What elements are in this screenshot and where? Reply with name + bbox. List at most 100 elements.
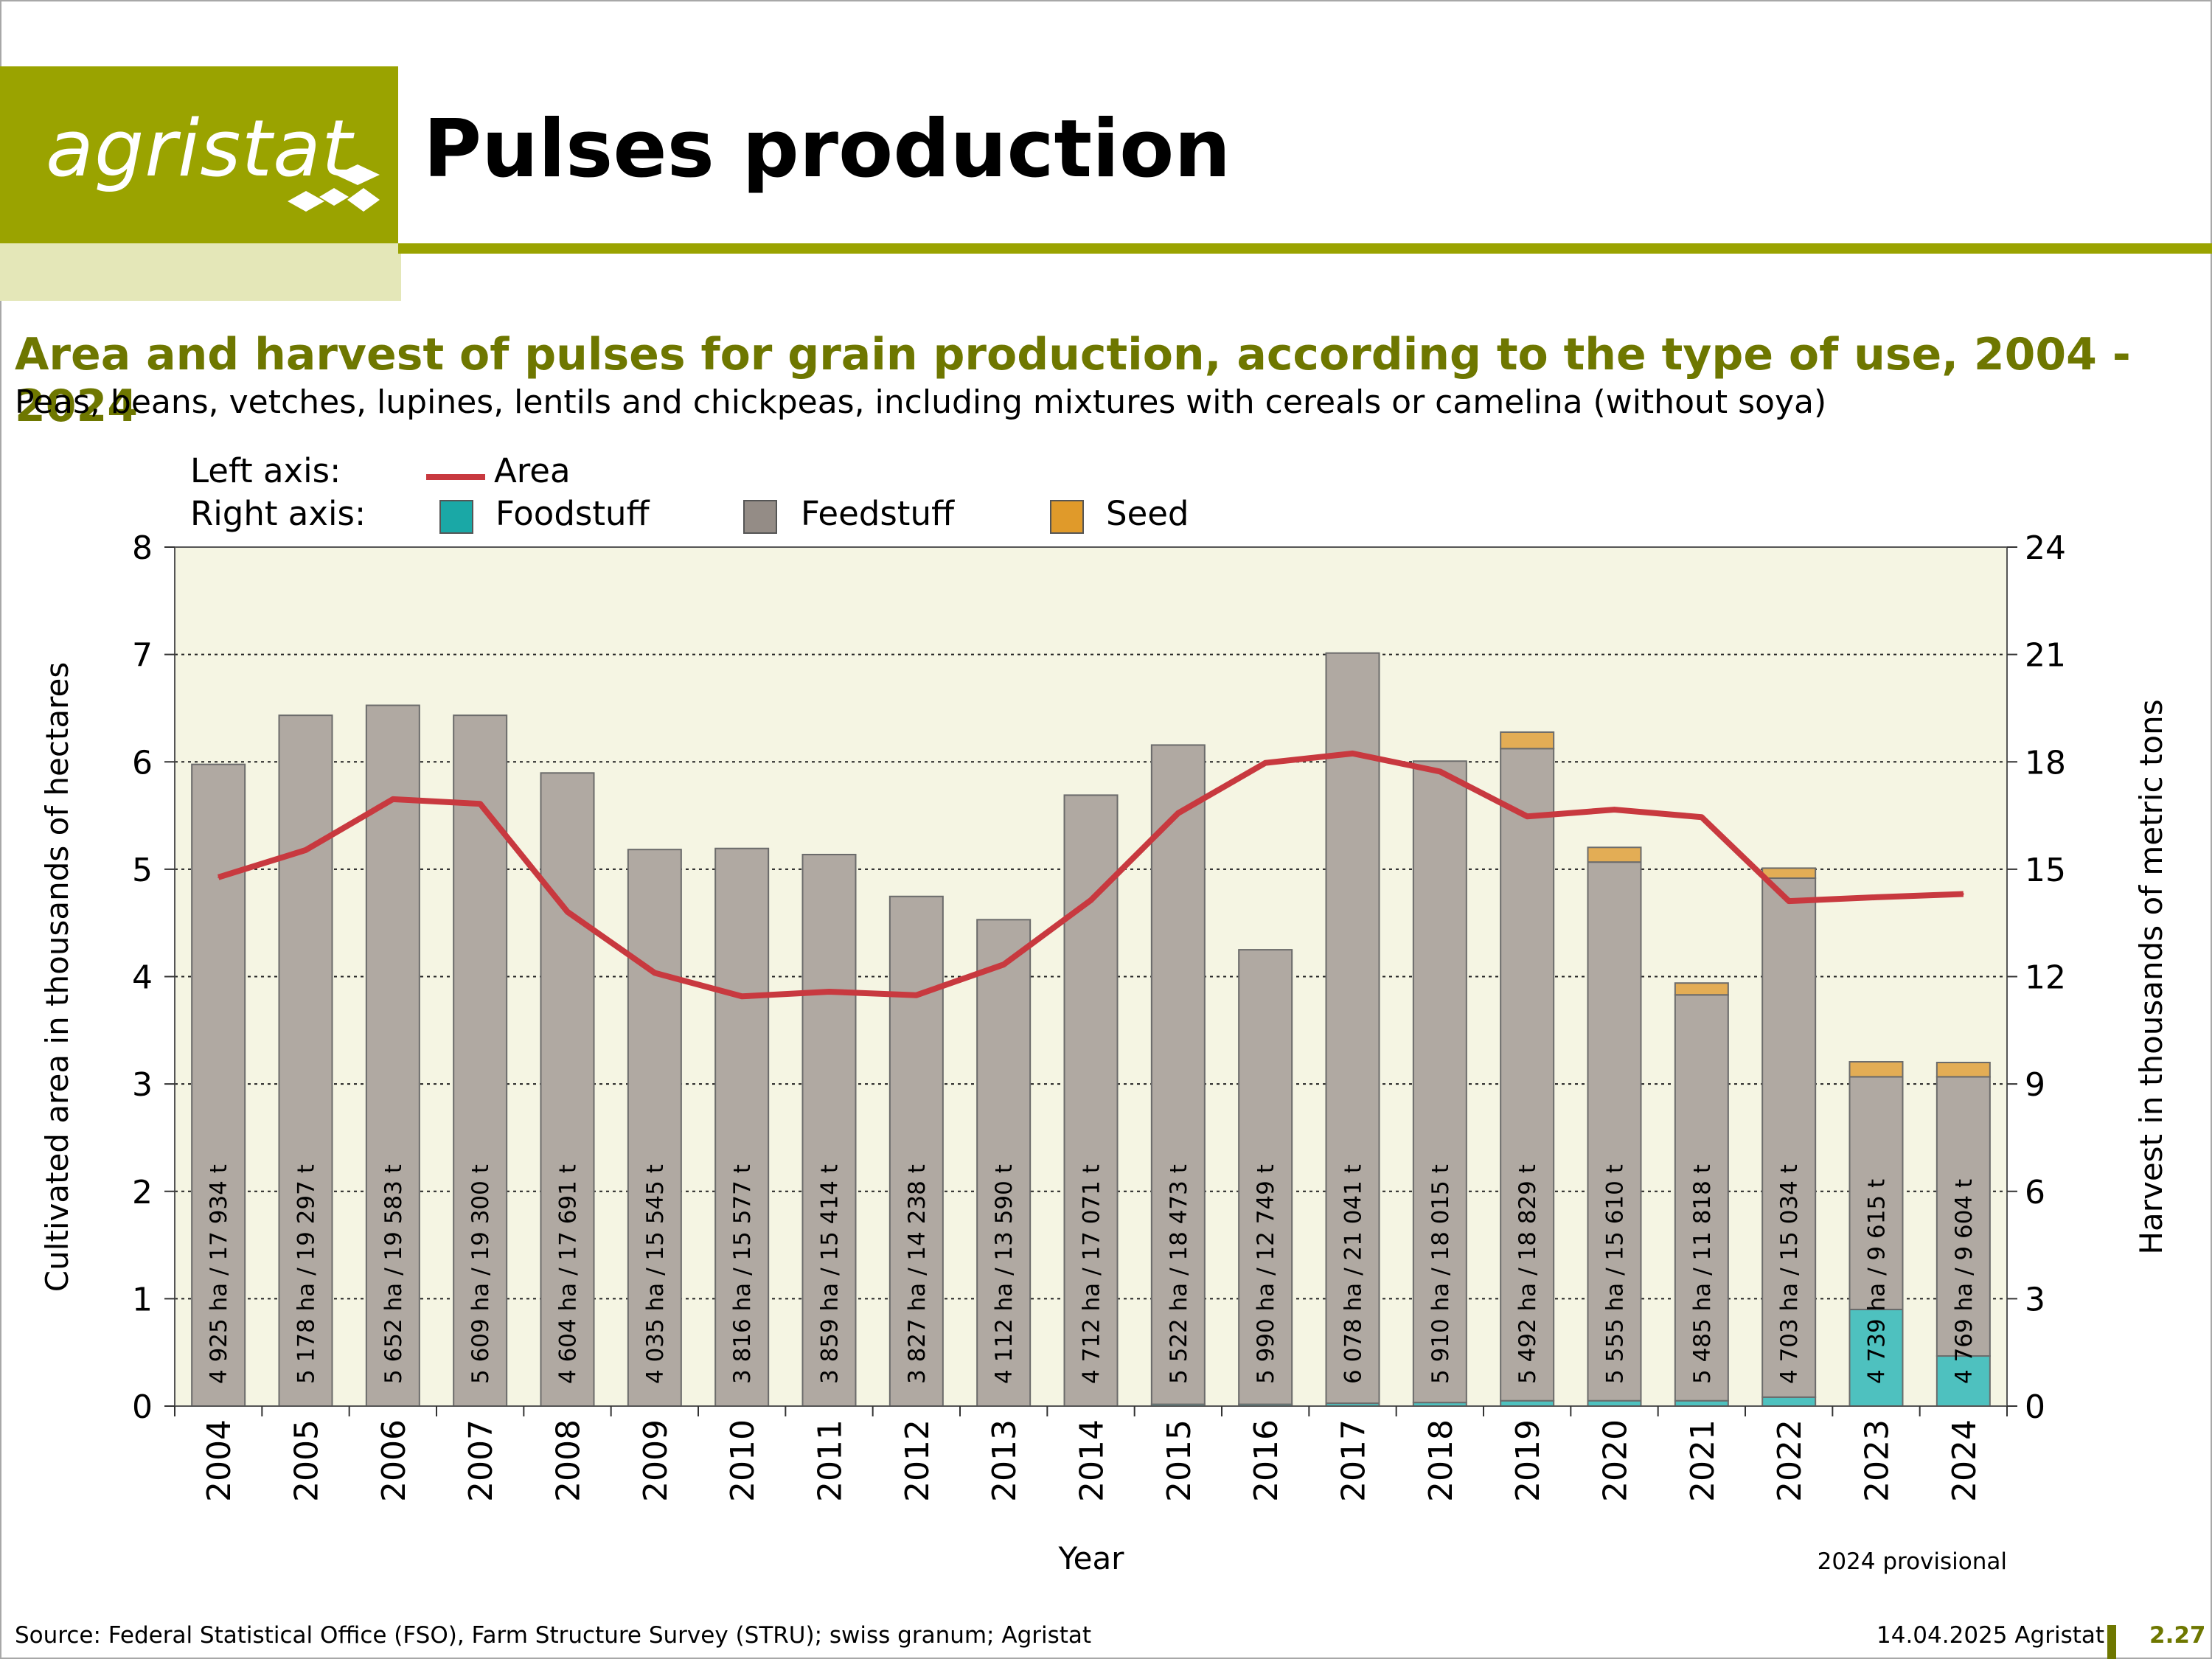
y-tick-label-right: 15	[2025, 852, 2066, 889]
x-tick-label: 2021	[1684, 1419, 1722, 1502]
y-tick-label-right: 21	[2025, 637, 2066, 675]
area-point	[1613, 809, 1615, 811]
y-tick-label-left: 1	[132, 1281, 153, 1318]
legend-seed-label: Seed	[1106, 494, 1189, 533]
legend-area-label: Area	[494, 451, 571, 490]
bar-seed	[1500, 731, 1555, 750]
x-tick-label: 2016	[1248, 1419, 1285, 1502]
legend-feedstuff-label: Feedstuff	[801, 494, 954, 533]
logo-diamonds-icon	[288, 164, 380, 212]
area-point	[828, 991, 830, 993]
bar-label: 5 492 ha / 18 829 t	[1514, 1164, 1541, 1384]
area-point	[1090, 899, 1092, 901]
x-tick-label: 2022	[1771, 1419, 1809, 1502]
x-tick-label: 2004	[201, 1419, 238, 1502]
y-tick-label-left: 3	[132, 1066, 153, 1104]
x-tick-label: 2024	[1946, 1419, 1983, 1502]
y-tick-label-right: 12	[2025, 959, 2066, 997]
area-point	[566, 911, 568, 913]
bar-label: 4 604 ha / 17 691 t	[555, 1164, 582, 1384]
y-tick-label-right: 6	[2025, 1174, 2045, 1211]
area-point	[1962, 893, 1964, 895]
bar-label: 4 739 ha / 9 615 t	[1864, 1179, 1891, 1384]
y-axis-left-title: Cultivated area in thousands of hectares	[39, 662, 75, 1293]
bar-label: 5 522 ha / 18 473 t	[1166, 1164, 1192, 1384]
y-tick-label-left: 2	[132, 1174, 153, 1211]
area-point	[1439, 771, 1441, 773]
logo-underlay	[0, 243, 401, 301]
provisional-note: 2024 provisional	[1818, 1548, 2007, 1575]
y-tick-label-left: 4	[132, 959, 153, 997]
area-point	[741, 995, 743, 998]
bar-feedstuff	[714, 847, 770, 1407]
bar-label: 5 652 ha / 19 583 t	[380, 1164, 407, 1384]
area-point	[479, 803, 481, 805]
bar-feedstuff	[1412, 760, 1467, 1404]
y-tick-label-left: 7	[132, 637, 153, 675]
y-tick-label-left: 6	[132, 744, 153, 782]
bar-label: 5 555 ha / 15 610 t	[1602, 1164, 1629, 1384]
footer-divider	[2107, 1625, 2116, 1659]
x-tick-label: 2015	[1161, 1419, 1198, 1502]
area-point	[1265, 762, 1267, 764]
bar-foodstuff	[1761, 1396, 1817, 1408]
area-point	[1003, 964, 1005, 966]
x-axis-title: Year	[1058, 1540, 1125, 1576]
bar-feedstuff	[1150, 744, 1206, 1405]
bar-label: 5 485 ha / 11 818 t	[1689, 1164, 1716, 1384]
x-tick-label: 2005	[288, 1419, 326, 1502]
footer-date: 14.04.2025 Agristat	[1877, 1622, 2105, 1649]
legend-left-axis-label: Left axis:	[190, 451, 341, 490]
bar-label: 4 112 ha / 13 590 t	[991, 1164, 1018, 1384]
bar-feedstuff	[1674, 994, 1729, 1402]
area-point	[653, 972, 655, 974]
y-tick-label-right: 18	[2025, 744, 2066, 782]
bar-foodstuff	[1674, 1399, 1729, 1407]
area-point	[915, 994, 917, 996]
bar-label: 6 078 ha / 21 041 t	[1340, 1164, 1367, 1384]
x-tick-label: 2008	[550, 1419, 588, 1502]
y-tick-label-right: 9	[2025, 1066, 2045, 1104]
x-tick-label: 2009	[637, 1419, 675, 1502]
bar-feedstuff	[801, 853, 857, 1407]
bar-feedstuff	[1935, 1076, 1991, 1357]
legend-area-swatch	[426, 474, 485, 480]
chart-subtitle: Peas, beans, vetches, lupines, lentils a…	[15, 383, 1827, 421]
bar-feedstuff	[1500, 748, 1555, 1402]
bar-label: 4 769 ha / 9 604 t	[1951, 1179, 1978, 1384]
y-tick-label-right: 24	[2025, 529, 2066, 567]
logo: agristat	[46, 103, 353, 194]
area-point	[1788, 900, 1790, 902]
area-point	[1352, 752, 1354, 754]
y-tick-label-left: 8	[132, 529, 153, 567]
bar-feedstuff	[1325, 652, 1380, 1405]
y-axis-right-title: Harvest in thousands of metric tons	[2133, 699, 2169, 1254]
legend-seed-swatch	[1050, 500, 1084, 534]
x-tick-label: 2020	[1597, 1419, 1635, 1502]
y-tick-label-right: 3	[2025, 1281, 2045, 1318]
area-point	[392, 798, 394, 800]
bar-label: 3 859 ha / 15 414 t	[817, 1164, 844, 1384]
bar-feedstuff	[1238, 949, 1293, 1405]
area-point	[305, 849, 307, 851]
legend-right-axis-label: Right axis:	[190, 494, 366, 533]
bar-label: 5 609 ha / 19 300 t	[467, 1164, 494, 1384]
bar-feedstuff	[627, 849, 682, 1408]
footer-source: Source: Federal Statistical Office (FSO)…	[15, 1622, 1092, 1649]
x-tick-label: 2017	[1335, 1419, 1373, 1502]
header-rule	[398, 243, 2212, 254]
bar-foodstuff	[1587, 1399, 1642, 1407]
area-point	[1526, 815, 1528, 818]
bar-seed	[1935, 1062, 1991, 1078]
bar-foodstuff	[1500, 1399, 1555, 1407]
page-number: 2.27	[2149, 1622, 2206, 1649]
bar-seed	[1587, 846, 1642, 863]
bar-label: 4 703 ha / 15 034 t	[1776, 1164, 1803, 1384]
x-tick-label: 2014	[1074, 1419, 1111, 1502]
x-tick-label: 2018	[1422, 1419, 1460, 1502]
legend-foodstuff-swatch	[439, 500, 473, 534]
area-point	[1875, 896, 1877, 898]
chart-title: Area and harvest of pulses for grain pro…	[15, 329, 2131, 432]
